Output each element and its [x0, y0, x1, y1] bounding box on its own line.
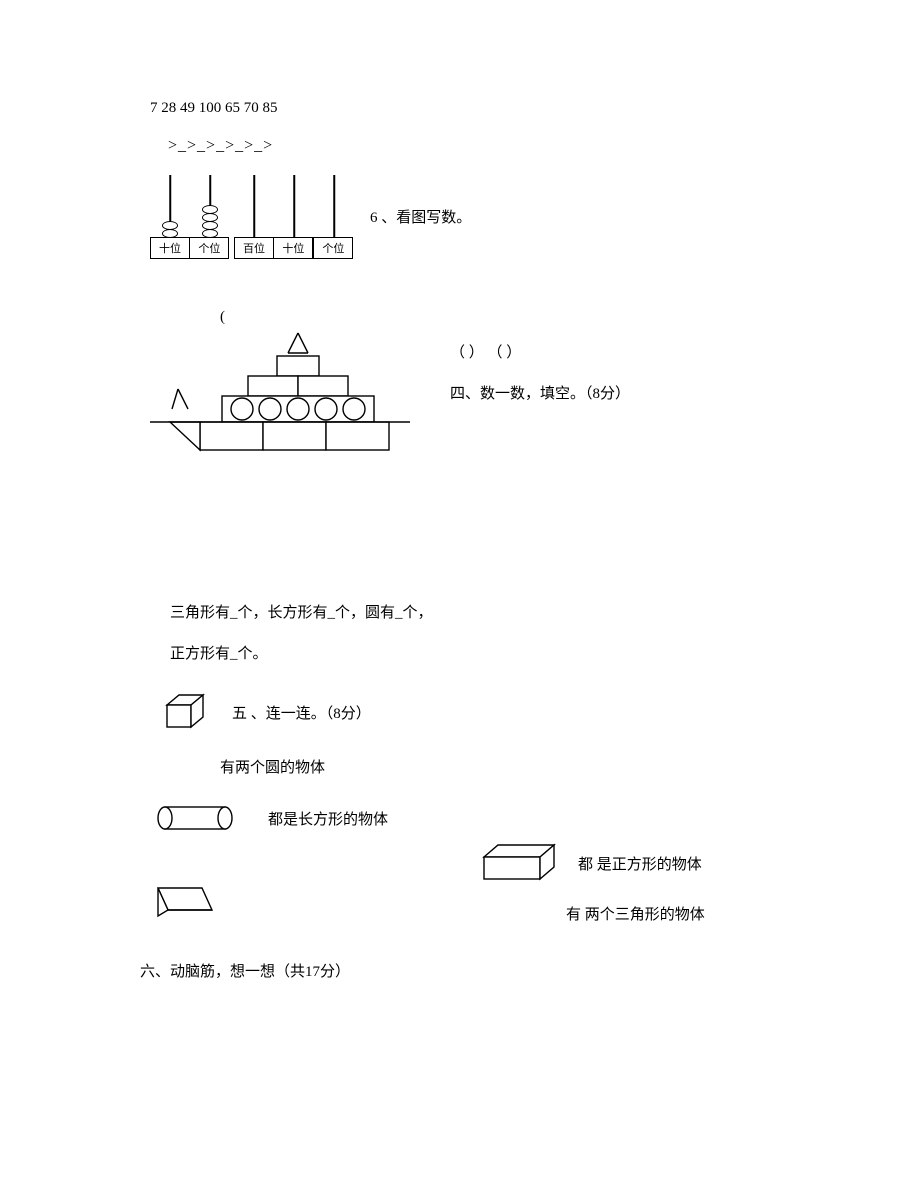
col-label: 个位: [189, 237, 229, 259]
prism-icon: [154, 884, 216, 920]
abacus-diagram: 十位 个位 百位 十位 个位: [150, 175, 920, 259]
col-label: 百位: [234, 237, 274, 259]
abacus-col: 百位: [234, 175, 274, 259]
s5-item-4: 有 两个三角形的物体: [566, 903, 705, 924]
abacus-col: 个位: [314, 175, 354, 259]
cylinder-icon: [157, 804, 233, 832]
abacus-col: 十位: [150, 175, 190, 259]
compare-line: >_>_>_>_>_>: [168, 137, 920, 155]
abacus-col: 个位: [190, 175, 230, 259]
cube-icon: [163, 693, 207, 731]
fill-blank-1: 三角形有_个，长方形有_个，圆有_个，: [170, 601, 920, 622]
answer-parens: （ ） （ ）: [450, 341, 630, 362]
ship-diagram: [150, 331, 410, 461]
col-label: 个位: [313, 237, 353, 259]
question-6-label: 6 、看图写数。: [370, 206, 471, 227]
fill-blank-2: 正方形有_个。: [170, 642, 920, 663]
section-5-title: 五 、连一连。（8分）: [232, 702, 371, 723]
col-label: 十位: [150, 237, 190, 259]
cuboid-icon: [480, 843, 558, 883]
col-label: 十位: [273, 237, 313, 259]
section-4-title: 四、数一数，填空。（8分）: [450, 382, 630, 403]
numbers-list: 7 28 49 100 65 70 85: [150, 100, 920, 117]
section-6-title: 六、动脑筋，想一想（共17分）: [140, 960, 920, 981]
paren-open: (: [220, 309, 920, 326]
abacus-group-2: 百位 十位 个位: [234, 175, 354, 259]
abacus-col: 十位: [274, 175, 314, 259]
s5-item-1: 有两个圆的物体: [220, 756, 325, 777]
s5-item-2: 都是长方形的物体: [268, 808, 388, 829]
abacus-group-1: 十位 个位: [150, 175, 230, 259]
s5-item-3: 都 是正方形的物体: [578, 853, 702, 874]
